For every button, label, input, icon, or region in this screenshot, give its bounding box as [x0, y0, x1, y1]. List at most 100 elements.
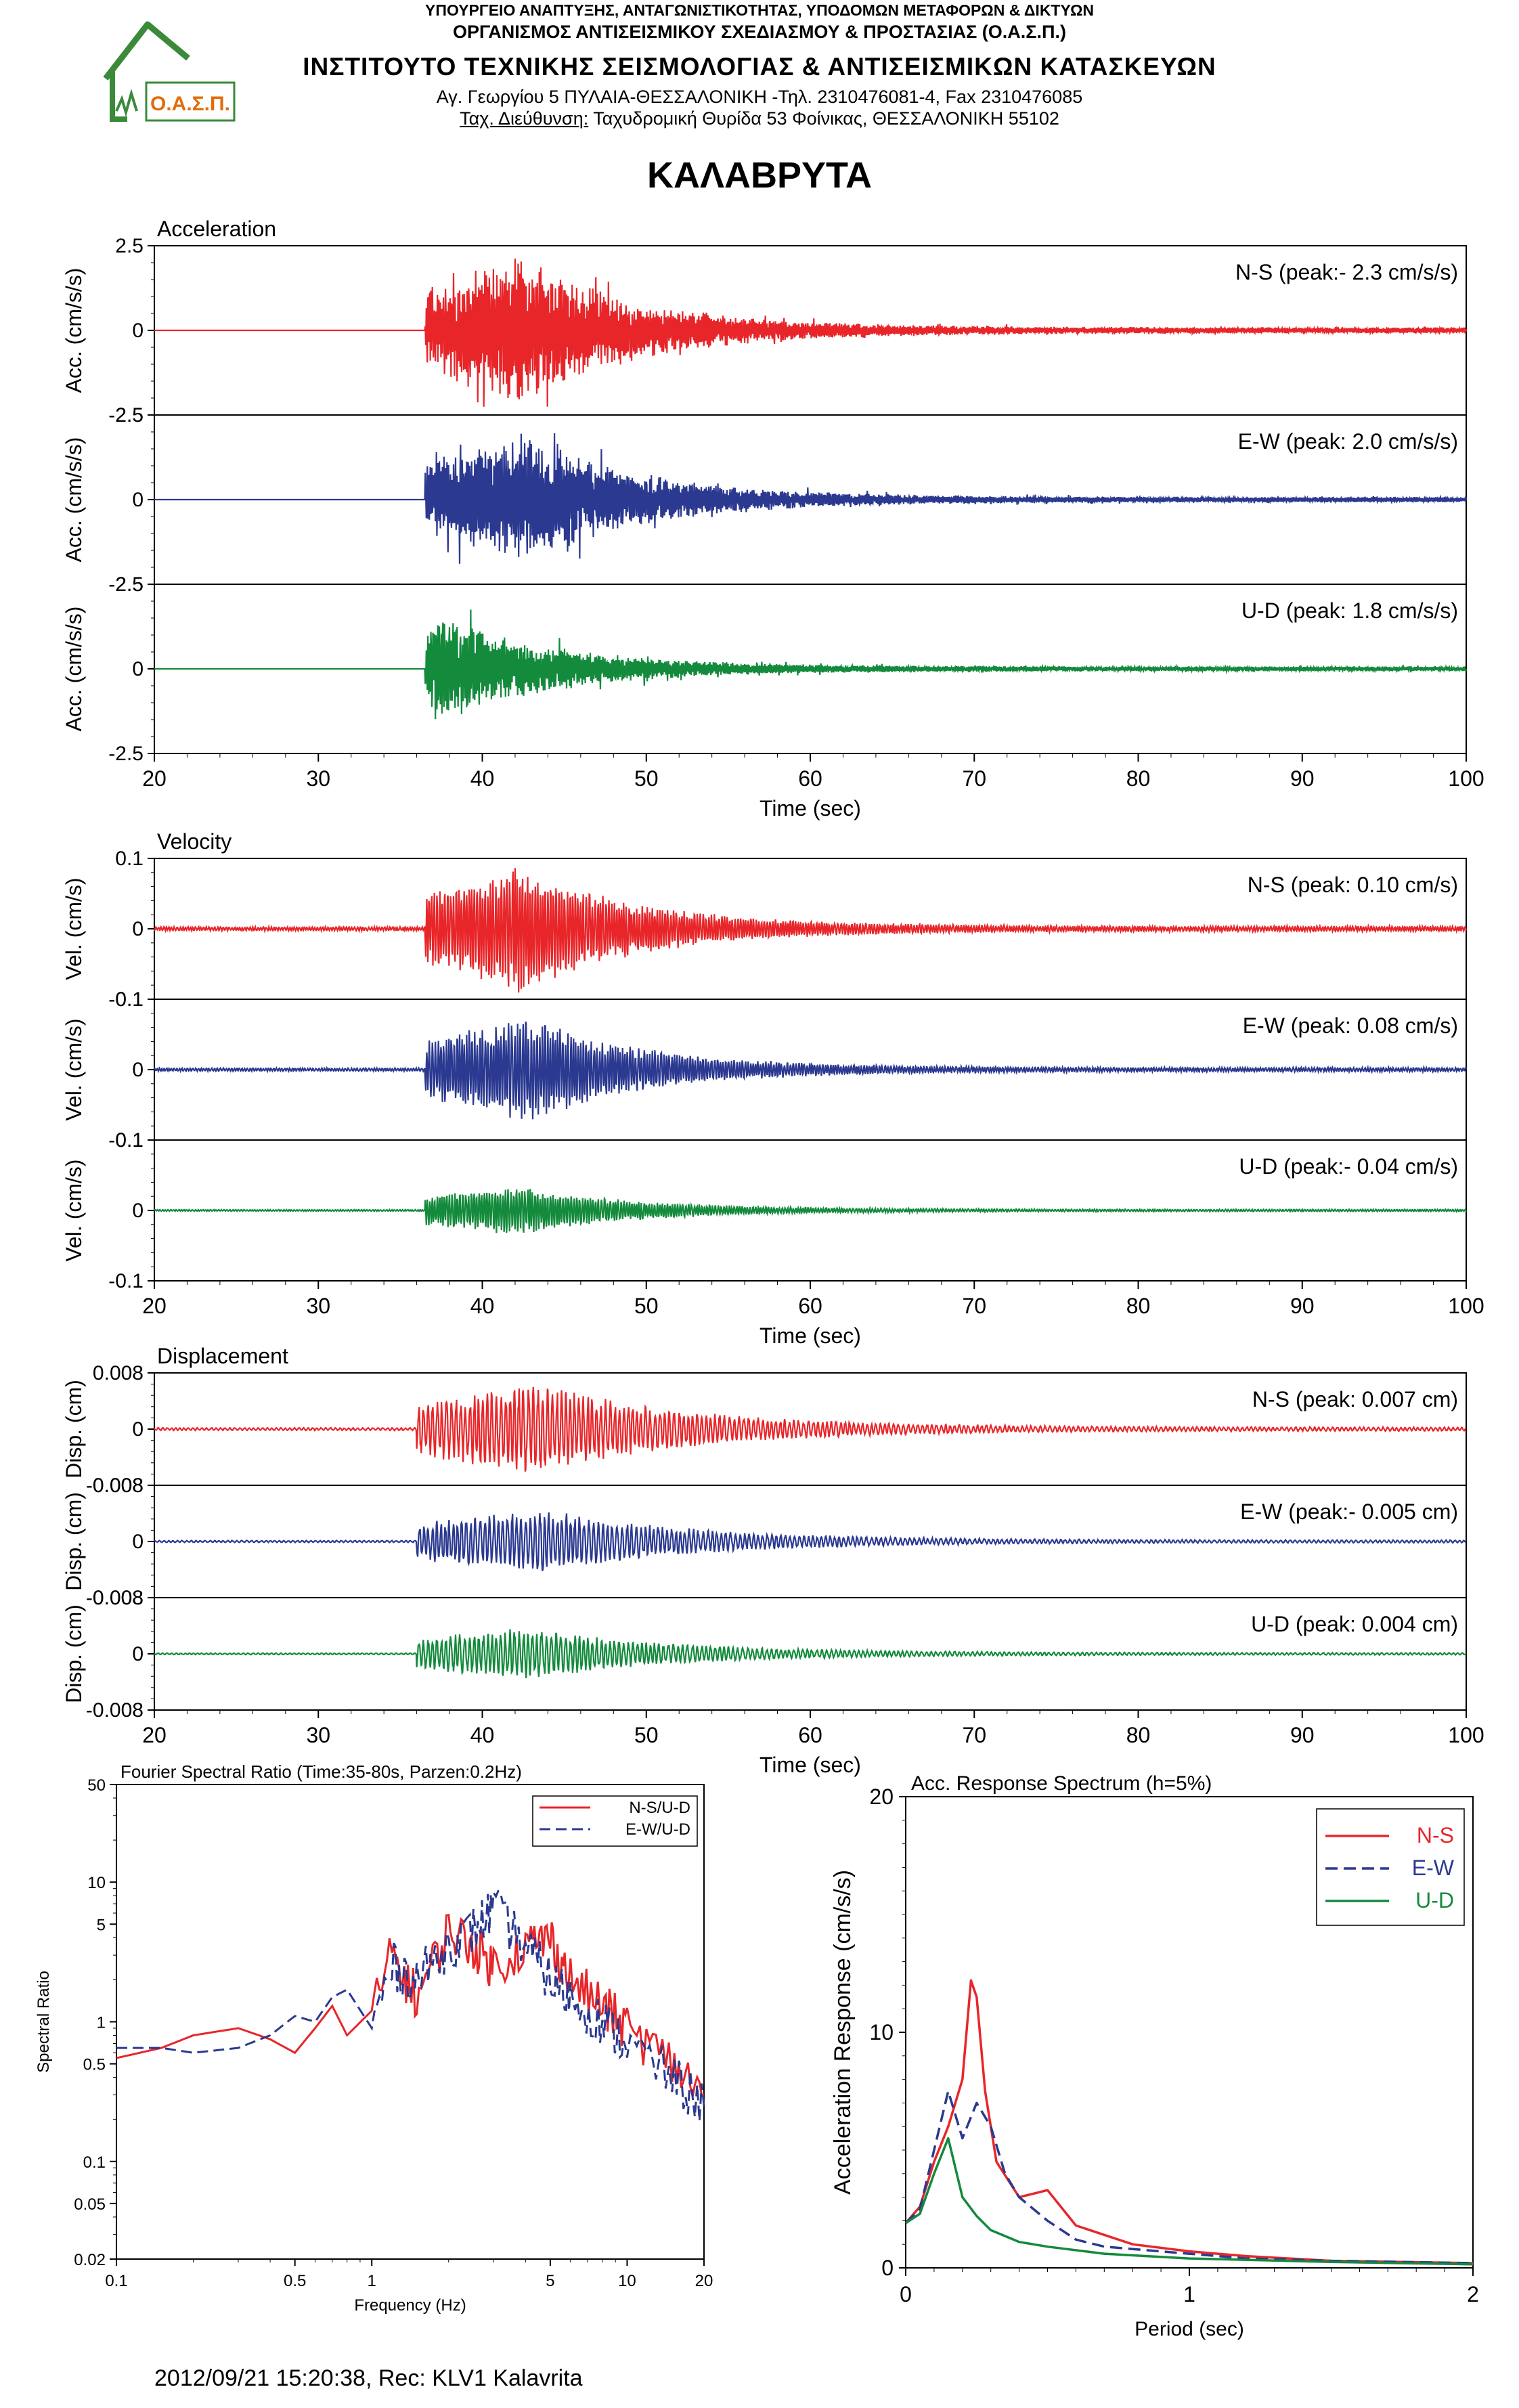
- x-tick-label: 2: [1467, 2282, 1479, 2306]
- station-title: ΚΑΛΑΒΡΥΤΑ: [646, 155, 872, 196]
- series-label-ew: E-W (peak: 2.0 cm/s/s): [1238, 429, 1458, 454]
- y-tick-label: 2.5: [115, 404, 144, 426]
- legend-label-ns: N-S: [1417, 1823, 1454, 1847]
- postal-address-line: Ταχ. Διεύθυνση: Ταχυδρομική Θυρίδα 53 Φο…: [0, 108, 1519, 129]
- x-tick-label: 20: [695, 2272, 713, 2290]
- x-axis-label: Time (sec): [760, 1753, 861, 1777]
- x-tick-label: 80: [1126, 1723, 1151, 1747]
- legend-label-ud: U-D: [1415, 1888, 1454, 1912]
- y-tick-label: 20: [869, 1785, 894, 1809]
- legend: N-S/U-D E-W/U-D: [532, 1795, 698, 1847]
- y-axis-label: Disp. (cm): [62, 1492, 86, 1591]
- x-tick-label: 1: [1183, 2282, 1195, 2306]
- y-axis-label: Acc. (cm/s/s): [62, 268, 86, 393]
- series-label-ns: N-S (peak: 0.10 cm/s): [1248, 873, 1458, 897]
- y-tick-label: -0.1: [108, 1129, 144, 1152]
- y-tick-label: 2.5: [115, 573, 144, 596]
- x-tick-label: 20: [142, 1723, 167, 1747]
- x-tick-label: 100: [1448, 1723, 1484, 1747]
- waveform-ud: [154, 1629, 1467, 1679]
- waveform-ew: [154, 1512, 1467, 1572]
- waveform-ns: [154, 868, 1468, 993]
- y-tick-label: 0.1: [115, 848, 144, 870]
- legend-label-ew: E-W: [1412, 1856, 1455, 1880]
- postal-address-value: Ταχυδρομική Θυρίδα 53 Φοίνικας, ΘΕΣΣΑΛΟΝ…: [588, 108, 1059, 129]
- x-tick-label: 40: [470, 1723, 495, 1747]
- y-tick-label: 0.008: [93, 1474, 144, 1497]
- y-tick-label: -2.5: [108, 743, 144, 765]
- institute-title: ΙΝΣΤΙΤΟΥΤΟ ΤΕΧΝΙΚΗΣ ΣΕΙΣΜΟΛΟΓΙΑΣ & ΑΝΤΙΣ…: [303, 53, 1216, 81]
- y-tick-label: -0.1: [108, 988, 144, 1011]
- y-tick-label: 0: [132, 1200, 144, 1222]
- waveform-ew: [153, 1021, 1468, 1120]
- x-tick-label: 10: [618, 2272, 636, 2290]
- legend-label-ew: E-W/U-D: [625, 1820, 690, 1839]
- series-label-ud: U-D (peak: 1.8 cm/s/s): [1241, 598, 1458, 623]
- x-tick-label: 1: [368, 2272, 376, 2290]
- series-label-ns: N-S (peak: 0.007 cm): [1252, 1387, 1458, 1411]
- contact-line: Αγ. Γεωργίου 5 ΠΥΛΑΙΑ-ΘΕΣΣΑΛΟΝΙΚΗ -Τηλ. …: [436, 87, 1083, 107]
- y-axis-label: Acc. (cm/s/s): [62, 607, 86, 732]
- y-tick-label: 10: [869, 2020, 894, 2044]
- x-axis-label: Time (sec): [760, 796, 861, 820]
- y-tick-label: 0: [132, 658, 144, 680]
- y-tick-label: 0: [132, 320, 144, 342]
- y-tick-label: 0.05: [74, 2195, 106, 2214]
- x-tick-label: 30: [306, 766, 330, 791]
- panel-ew: 0.1 0 -0.1 Vel. (cm/s) E-W (peak: 0.08 cm/s): [62, 988, 1468, 1152]
- y-tick-label: 0: [132, 1643, 144, 1665]
- x-tick-label: 50: [634, 1723, 659, 1747]
- x-tick-label: 80: [1126, 766, 1151, 791]
- waveform-ew: [154, 433, 1468, 564]
- series-label-ew: E-W (peak:- 0.005 cm): [1240, 1499, 1458, 1524]
- waveform-ns: [154, 1386, 1467, 1472]
- x-tick-label: 30: [306, 1723, 330, 1747]
- x-tick-label: 20: [142, 766, 167, 791]
- y-axis-label: Disp. (cm): [62, 1380, 86, 1479]
- series-label-ud: U-D (peak: 0.004 cm): [1251, 1612, 1458, 1636]
- x-tick-label: 100: [1448, 1294, 1484, 1318]
- y-tick-label: -0.008: [86, 1474, 144, 1497]
- spectral-ratio-ew: [116, 1889, 705, 2122]
- y-axis-label: Acc. (cm/s/s): [62, 437, 86, 563]
- x-tick-label: 80: [1126, 1294, 1151, 1318]
- legend-box: [532, 1795, 698, 1847]
- panel-ud: 2.5 0 -2.5 Acc. (cm/s/s) U-D (peak: 1.8 cm/s…: [62, 573, 1468, 765]
- x-tick-label: 50: [634, 766, 659, 791]
- legend-box: [1316, 1808, 1465, 1926]
- y-axis-label: Spectral Ratio: [35, 1971, 53, 2073]
- y-tick-label: 0.1: [115, 988, 144, 1011]
- fourier-spectral-ratio-chart: Fourier Spectral Ratio (Time:35-80s, Par…: [35, 1761, 713, 2315]
- y-tick-label: -2.5: [108, 404, 144, 426]
- y-axis-label: Vel. (cm/s): [62, 877, 86, 980]
- y-tick-label: 2.5: [115, 235, 144, 257]
- panel-ew: 2.5 0 -2.5 Acc. (cm/s/s) E-W (peak: 2.0 cm/s…: [62, 404, 1468, 596]
- x-axis-label: Frequency (Hz): [354, 2296, 466, 2315]
- x-tick-label: 90: [1290, 766, 1315, 791]
- x-tick-label: 60: [798, 1294, 822, 1318]
- x-tick-label: 30: [306, 1294, 330, 1318]
- series-label-ns: N-S (peak:- 2.3 cm/s/s): [1235, 260, 1458, 284]
- y-tick-label: 0: [132, 489, 144, 511]
- legend-label-ns: N-S/U-D: [629, 1799, 690, 1817]
- x-tick-label: 5: [546, 2272, 554, 2290]
- y-tick-label: 0: [132, 1059, 144, 1081]
- x-tick-label: 70: [962, 1294, 986, 1318]
- postal-address-label: Ταχ. Διεύθυνση:: [460, 108, 589, 129]
- logo-text: Ο.Α.Σ.Π.: [150, 93, 230, 115]
- record-footer: 2012/09/21 15:20:38, Rec: KLV1 Kalavrita: [154, 2365, 583, 2391]
- y-axis-label: Acceleration Response (cm/s/s): [830, 1870, 856, 2195]
- x-tick-label: 100: [1448, 766, 1484, 791]
- response-ns: [904, 1979, 1474, 2264]
- y-tick-label: -0.1: [108, 1270, 144, 1292]
- x-tick-label: 0: [900, 2282, 912, 2306]
- y-tick-label: 0: [881, 2256, 894, 2280]
- response-spectrum-chart: Acc. Response Spectrum (h=5%) 0 10 20 0 1 2 Per…: [830, 1772, 1479, 2340]
- panel-ns: 0.1 0 -0.1 Vel. (cm/s) N-S (peak: 0.10 cm/s): [62, 848, 1468, 1011]
- x-tick-label: 50: [634, 1294, 659, 1318]
- x-axis-label: Time (sec): [760, 1323, 861, 1348]
- y-tick-label: 0.008: [93, 1587, 144, 1609]
- x-tick-label: 0.5: [284, 2272, 306, 2290]
